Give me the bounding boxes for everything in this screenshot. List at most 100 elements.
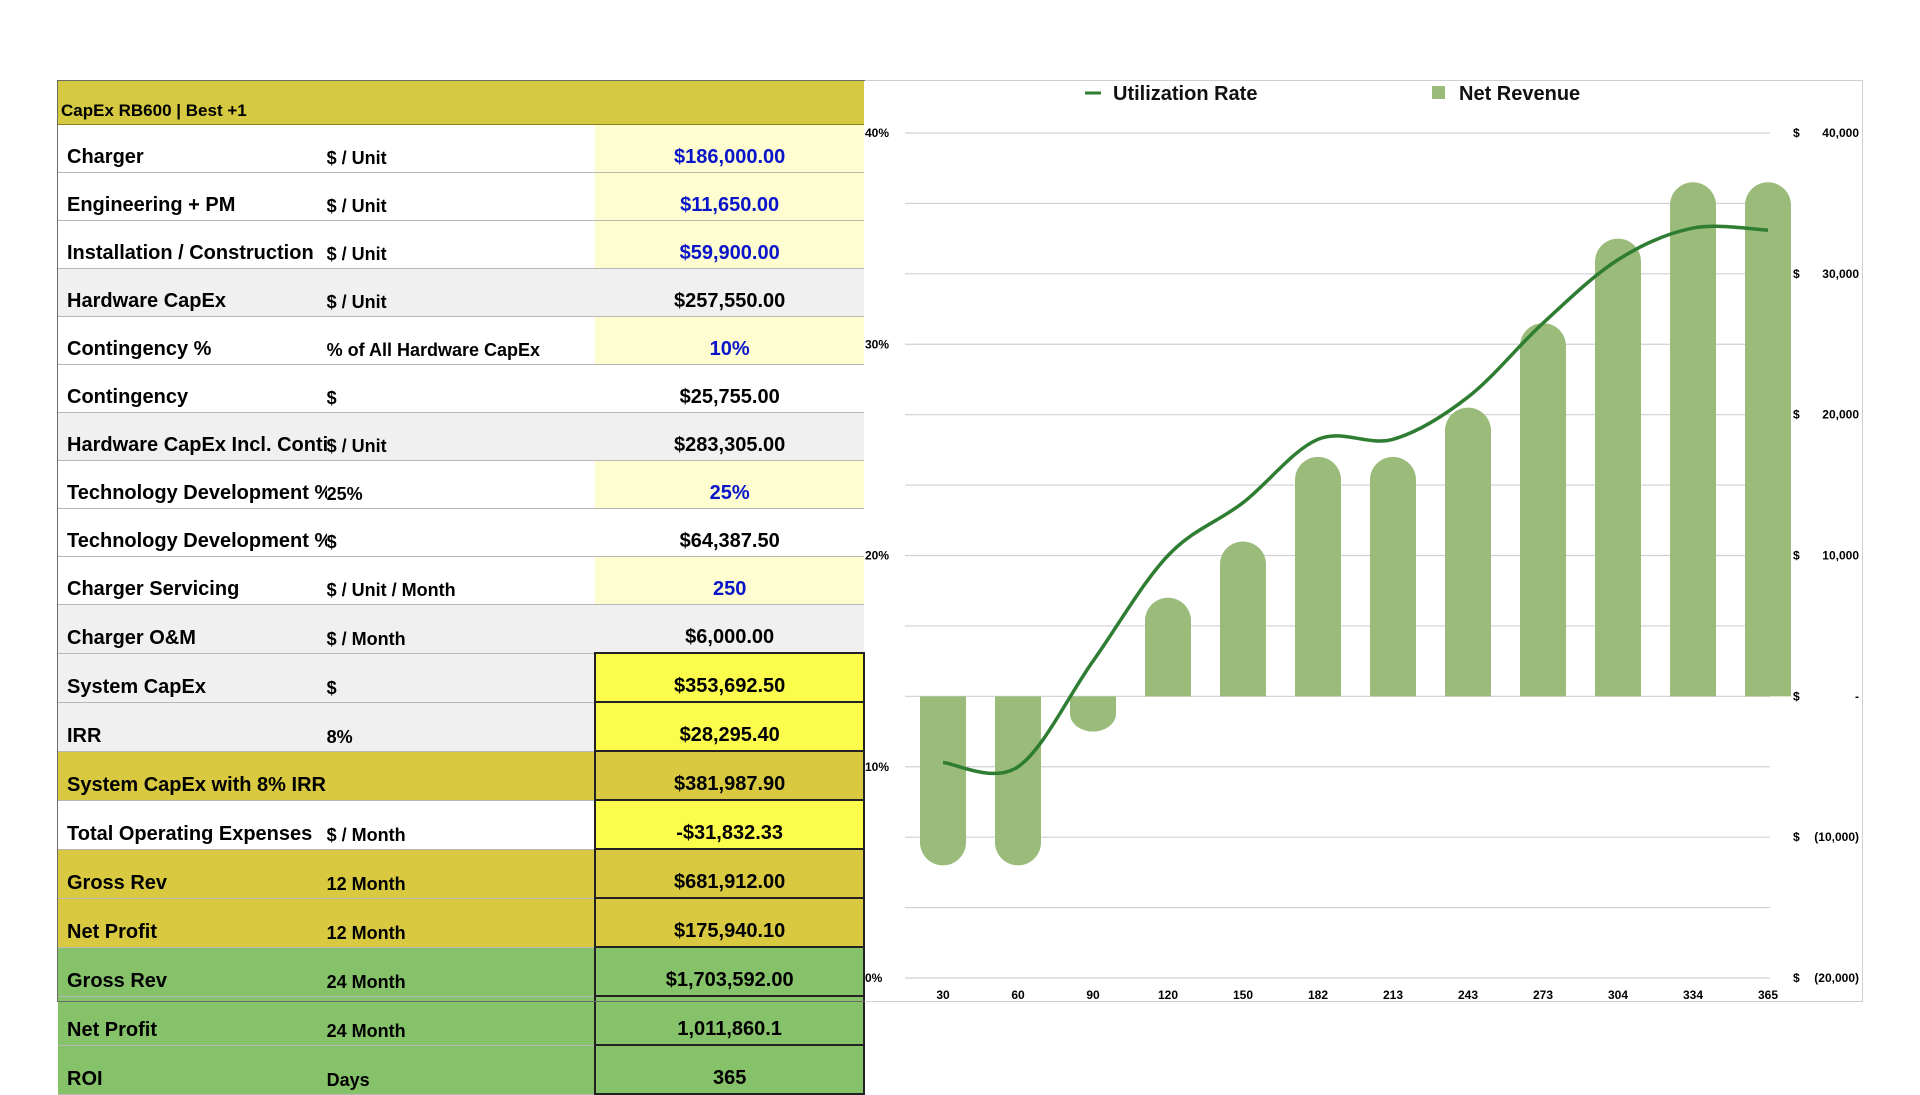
row-unit[interactable]: $ / Unit [326,172,596,221]
sheet-row: Installation / Construction $ / Unit $59,9… [58,220,864,269]
row-value[interactable]: $25,755.00 [595,364,864,413]
right-axis-tick-currency: $ [1793,830,1800,844]
row-value[interactable]: $175,940.10 [594,897,865,948]
utilization-rate-line [942,224,1769,776]
net-revenue-bar [1595,238,1641,697]
capex-spreadsheet: CapEx RB600 | Best +1 Charger $ / Unit $18… [58,81,865,1095]
row-unit[interactable]: 24 Month [326,947,596,997]
row-unit[interactable] [326,751,596,801]
row-label[interactable]: Charger [58,124,327,173]
legend-net-revenue: Net Revenue [1459,83,1580,105]
row-value[interactable]: $257,550.00 [595,268,864,317]
row-value[interactable]: $59,900.00 [595,220,864,269]
sheet-title-row: CapEx RB600 | Best +1 [58,81,864,125]
row-unit[interactable]: $ / Unit / Month [326,556,596,605]
sheet-row: System CapEx $ $353,692.50 [58,652,865,703]
sheet-row: Charger Servicing $ / Unit / Month 250 [58,556,864,605]
row-label[interactable]: Net Profit [58,996,327,1046]
net-revenue-bar [1220,541,1266,697]
row-label[interactable]: Installation / Construction [58,220,327,269]
row-label[interactable]: Gross Rev [58,849,327,899]
row-unit[interactable]: 8% [326,702,596,752]
sheet-row: IRR 8% $28,295.40 [58,701,865,752]
row-value[interactable]: 365 [594,1044,865,1095]
row-value[interactable]: $353,692.50 [594,652,865,703]
x-axis-tick: 334 [1683,988,1703,1001]
sheet-row: Technology Development % 25% 25% [58,460,864,509]
sheet-row: Gross Rev 12 Month $681,912.00 [58,848,865,899]
net-revenue-bar [1370,456,1416,697]
left-axis-tick: 20% [865,549,889,563]
combo-chart: 0% 10% 20% 30% 40% $40,000 $ 30,000 $ 20,000 $ 10,0… [865,83,1859,1001]
row-unit[interactable]: $ / Month [326,800,596,850]
row-value[interactable]: 10% [595,316,864,365]
row-value[interactable]: $64,387.50 [595,508,864,557]
row-unit[interactable]: 25% [326,460,596,509]
row-label[interactable]: Hardware CapEx Incl. Contingency [58,412,327,461]
row-value[interactable]: $681,912.00 [594,848,865,899]
row-label[interactable]: Contingency [58,364,327,413]
row-label[interactable]: Gross Rev [58,947,327,997]
row-value[interactable]: 1,011,860.1 [594,995,865,1046]
row-unit[interactable]: $ / Unit [326,412,596,461]
row-value[interactable]: $381,987.90 [594,750,865,801]
row-value[interactable]: $11,650.00 [595,172,864,221]
row-unit[interactable]: $ [326,364,596,413]
row-label[interactable]: Total Operating Expenses [58,800,327,850]
row-unit[interactable]: 12 Month [326,849,596,899]
row-unit[interactable]: Days [326,1045,596,1095]
row-value[interactable]: 250 [595,556,864,605]
row-label[interactable]: Engineering + PM [58,172,327,221]
sheet-row: Engineering + PM $ / Unit $11,650.00 [58,172,864,221]
row-value[interactable]: $283,305.00 [595,412,864,461]
row-label[interactable]: Contingency % [58,316,327,365]
x-axis-tick: 60 [1011,988,1025,1001]
sheet-title[interactable]: CapEx RB600 | Best +1 [58,81,864,125]
row-label[interactable]: Charger Servicing [58,556,327,605]
right-axis-tick-currency: $ [1793,126,1800,140]
row-value[interactable]: $1,703,592.00 [594,946,865,997]
row-unit[interactable]: $ [326,653,596,703]
row-label[interactable]: Hardware CapEx [58,268,327,317]
row-unit[interactable]: $ / Unit [326,268,596,317]
right-axis-tick: - [1855,689,1859,703]
row-value[interactable]: $186,000.00 [595,124,864,173]
row-unit[interactable]: $ / Unit [326,220,596,269]
net-revenue-bar [920,696,966,866]
row-label[interactable]: Net Profit [58,898,327,948]
left-axis-tick: 0% [865,971,883,985]
row-label[interactable]: System CapEx [58,653,327,703]
row-label[interactable]: System CapEx with 8% IRR [58,751,327,801]
row-unit[interactable]: $ / Unit [326,124,596,173]
legend-utilization-rate: Utilization Rate [1113,83,1257,105]
x-axis-tick: 90 [1086,988,1100,1001]
x-axis-tick: 273 [1533,988,1553,1001]
right-axis-tick: (20,000) [1814,971,1859,985]
x-axis-tick: 150 [1233,988,1253,1001]
row-unit[interactable]: $ / Month [326,604,596,654]
row-label[interactable]: ROI [58,1045,327,1095]
row-value[interactable]: $6,000.00 [595,604,864,654]
row-label[interactable]: IRR [58,702,327,752]
row-label[interactable]: Technology Development % [58,460,327,509]
row-unit[interactable]: $ [326,508,596,557]
row-unit[interactable]: 12 Month [326,898,596,948]
net-revenue-bar [1520,323,1566,697]
row-unit[interactable]: 24 Month [326,996,596,1046]
right-axis-tick-currency: $ [1793,267,1800,281]
sheet-row: Hardware CapEx Incl. Contingency$ / Unit… [58,412,864,461]
x-axis-tick: 182 [1308,988,1328,1001]
row-value[interactable]: -$31,832.33 [594,799,865,850]
row-value[interactable]: $28,295.40 [594,701,865,752]
sheet-row: Technology Development % $ $64,387.50 [58,508,864,557]
net-revenue-bar [1145,597,1191,697]
right-axis-tick: 10,000 [1822,549,1859,563]
row-label[interactable]: Charger O&M [58,604,327,654]
row-unit[interactable]: % of All Hardware CapEx [326,316,596,365]
net-revenue-bar [995,696,1041,866]
right-axis-tick-currency: $ [1793,408,1800,422]
row-label[interactable]: Technology Development % [58,508,327,557]
sheet-row: Charger $ / Unit $186,000.00 [58,124,864,173]
row-value[interactable]: 25% [595,460,864,509]
sheet-row: Net Profit 24 Month 1,011,860.1 [58,995,865,1046]
